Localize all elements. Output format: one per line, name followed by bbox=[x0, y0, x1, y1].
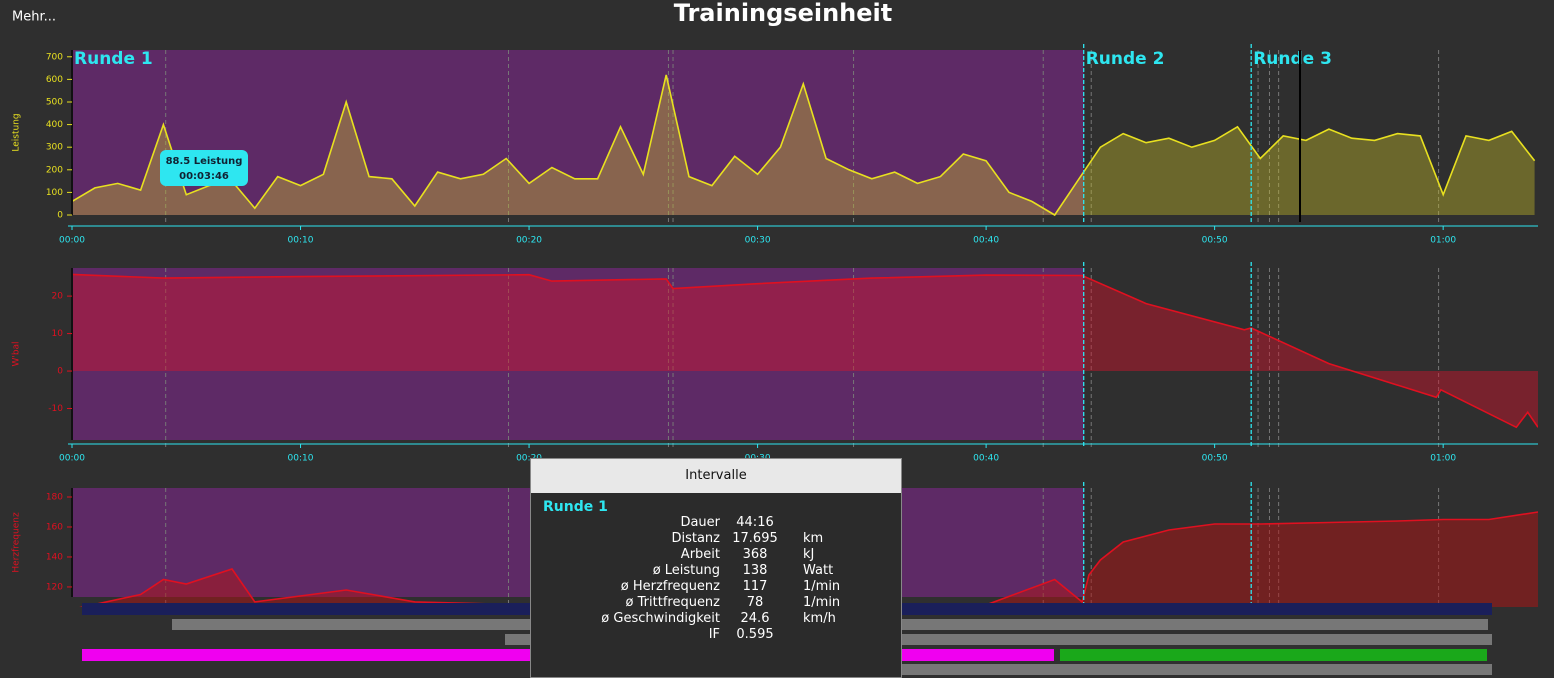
x-tick-label: 01:00 bbox=[1430, 236, 1456, 246]
popup-label: ø Herzfrequenz bbox=[620, 579, 720, 594]
intervals-popup[interactable]: Intervalle Runde 1 Dauer 44:16 Distanz 17.6… bbox=[530, 458, 902, 678]
tooltip-box bbox=[160, 150, 248, 186]
y-tick-label: 500 bbox=[46, 97, 63, 107]
y-tick-label: -10 bbox=[48, 404, 63, 414]
popup-unit: km/h bbox=[803, 611, 836, 626]
popup-value: 138 bbox=[742, 563, 768, 578]
x-tick-label: 01:00 bbox=[1430, 454, 1456, 464]
plot bbox=[72, 268, 1538, 448]
title: Trainingseinheit bbox=[674, 0, 893, 27]
popup-value: 0.595 bbox=[736, 627, 774, 642]
popup-row: ø Herzfrequenz 117 1/min bbox=[531, 579, 901, 595]
popup-label: ø Geschwindigkeit bbox=[601, 611, 720, 626]
popup-label: ø Trittfrequenz bbox=[625, 595, 720, 610]
y-tick-label: 200 bbox=[46, 165, 63, 175]
y-tick-label: 10 bbox=[52, 329, 64, 339]
popup-title: Intervalle bbox=[531, 459, 901, 493]
popup-rows: Dauer 44:16 Distanz 17.695 km Arbeit 368 kJ ø Le… bbox=[531, 515, 901, 643]
y-tick-label: 700 bbox=[46, 52, 63, 62]
tooltip: 88.5 Leistung 00:03:46 bbox=[160, 150, 248, 186]
x-tick-label: 00:00 bbox=[59, 454, 85, 464]
popup-unit: km bbox=[803, 531, 824, 546]
popup-value: 24.6 bbox=[740, 611, 770, 626]
popup-interval-name: Runde 1 bbox=[543, 499, 608, 515]
x-tick-label: 00:10 bbox=[288, 454, 314, 464]
bar bbox=[1060, 649, 1487, 661]
menu[interactable]: Mehr... bbox=[12, 10, 56, 25]
popup-unit: 1/min bbox=[803, 579, 841, 594]
series-line bbox=[72, 273, 1538, 429]
popup-value: 17.695 bbox=[732, 531, 778, 546]
popup-unit: Watt bbox=[803, 563, 834, 578]
bar bbox=[505, 634, 1492, 645]
area bbox=[72, 274, 1538, 428]
y-tick-label: 300 bbox=[46, 143, 63, 153]
popup-row: ø Trittfrequenz 78 1/min bbox=[531, 595, 901, 611]
y-tick-label: 0 bbox=[57, 367, 63, 377]
y-tick-label: 0 bbox=[57, 211, 63, 221]
y-tick-label: 20 bbox=[52, 292, 64, 302]
popup-label: Distanz bbox=[671, 531, 720, 546]
popup-row: ø Geschwindigkeit 24.6 km/h bbox=[531, 611, 901, 627]
x-tick-label: 00:20 bbox=[516, 454, 542, 464]
x-tick-label: 00:50 bbox=[1202, 236, 1228, 246]
y-tick-label: 160 bbox=[46, 522, 63, 532]
popup-row: Distanz 17.695 km bbox=[531, 531, 901, 547]
y-tick-label: 140 bbox=[46, 552, 63, 562]
lap-label: Runde 1 bbox=[74, 49, 153, 69]
popup-value: 78 bbox=[746, 595, 764, 610]
x-tick-label: 00:40 bbox=[973, 454, 999, 464]
x-tick-label: 00:40 bbox=[973, 236, 999, 246]
popup-unit: kJ bbox=[803, 547, 815, 562]
popup-label: ø Leistung bbox=[652, 563, 720, 578]
popup-value: 368 bbox=[742, 547, 768, 562]
lap-label: Runde 3 bbox=[1253, 49, 1332, 69]
y-tick-label: 180 bbox=[46, 492, 63, 502]
popup-row: Dauer 44:16 bbox=[531, 515, 901, 531]
x-tick-label: 00:20 bbox=[516, 236, 542, 246]
popup-label: Dauer bbox=[680, 515, 720, 530]
lap-background bbox=[72, 268, 1084, 440]
lap-background bbox=[72, 50, 1084, 215]
x-tick-label: 00:00 bbox=[59, 236, 85, 246]
series-line bbox=[79, 511, 1538, 607]
y-tick-label: 600 bbox=[46, 75, 63, 85]
popup-row: ø Leistung 138 Watt bbox=[531, 563, 901, 579]
x-tick-label: 00:10 bbox=[288, 236, 314, 246]
axis-label: Leistung bbox=[12, 113, 22, 151]
popup-row: IF 0.595 bbox=[531, 627, 901, 643]
axis-label: W'bal bbox=[12, 341, 22, 366]
tooltip-value: 88.5 Leistung bbox=[166, 156, 243, 167]
x-tick-label: 00:50 bbox=[1202, 454, 1228, 464]
area bbox=[83, 512, 1538, 607]
popup-label: IF bbox=[708, 627, 720, 642]
tooltip-time: 00:03:46 bbox=[179, 171, 229, 182]
axis-label: Herzfrequenz bbox=[12, 512, 22, 573]
popup-row: Arbeit 368 kJ bbox=[531, 547, 901, 563]
y-tick-label: 120 bbox=[46, 582, 63, 592]
y-tick-label: 100 bbox=[46, 188, 63, 198]
popup-value: 117 bbox=[742, 579, 768, 594]
plot bbox=[72, 50, 1536, 223]
lap-label: Runde 2 bbox=[1086, 49, 1165, 69]
x-tick-label: 00:30 bbox=[745, 236, 771, 246]
popup-unit: 1/min bbox=[803, 595, 841, 610]
bar bbox=[900, 664, 1492, 675]
series-line bbox=[72, 74, 1536, 217]
popup-label: Arbeit bbox=[680, 547, 720, 562]
y-tick-label: 400 bbox=[46, 120, 63, 130]
popup-value: 44:16 bbox=[736, 515, 774, 530]
area bbox=[72, 74, 1535, 216]
